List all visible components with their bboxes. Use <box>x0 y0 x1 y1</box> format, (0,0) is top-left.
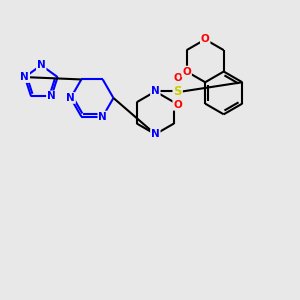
Text: O: O <box>182 67 191 76</box>
Text: N: N <box>66 93 75 103</box>
Text: N: N <box>151 129 160 139</box>
Text: N: N <box>151 86 160 96</box>
Text: N: N <box>98 112 107 122</box>
Text: N: N <box>20 72 29 82</box>
Text: S: S <box>173 85 182 98</box>
Text: N: N <box>37 60 46 70</box>
Text: O: O <box>173 73 182 83</box>
Text: O: O <box>173 100 182 110</box>
Text: O: O <box>201 34 210 44</box>
Text: N: N <box>47 92 56 101</box>
